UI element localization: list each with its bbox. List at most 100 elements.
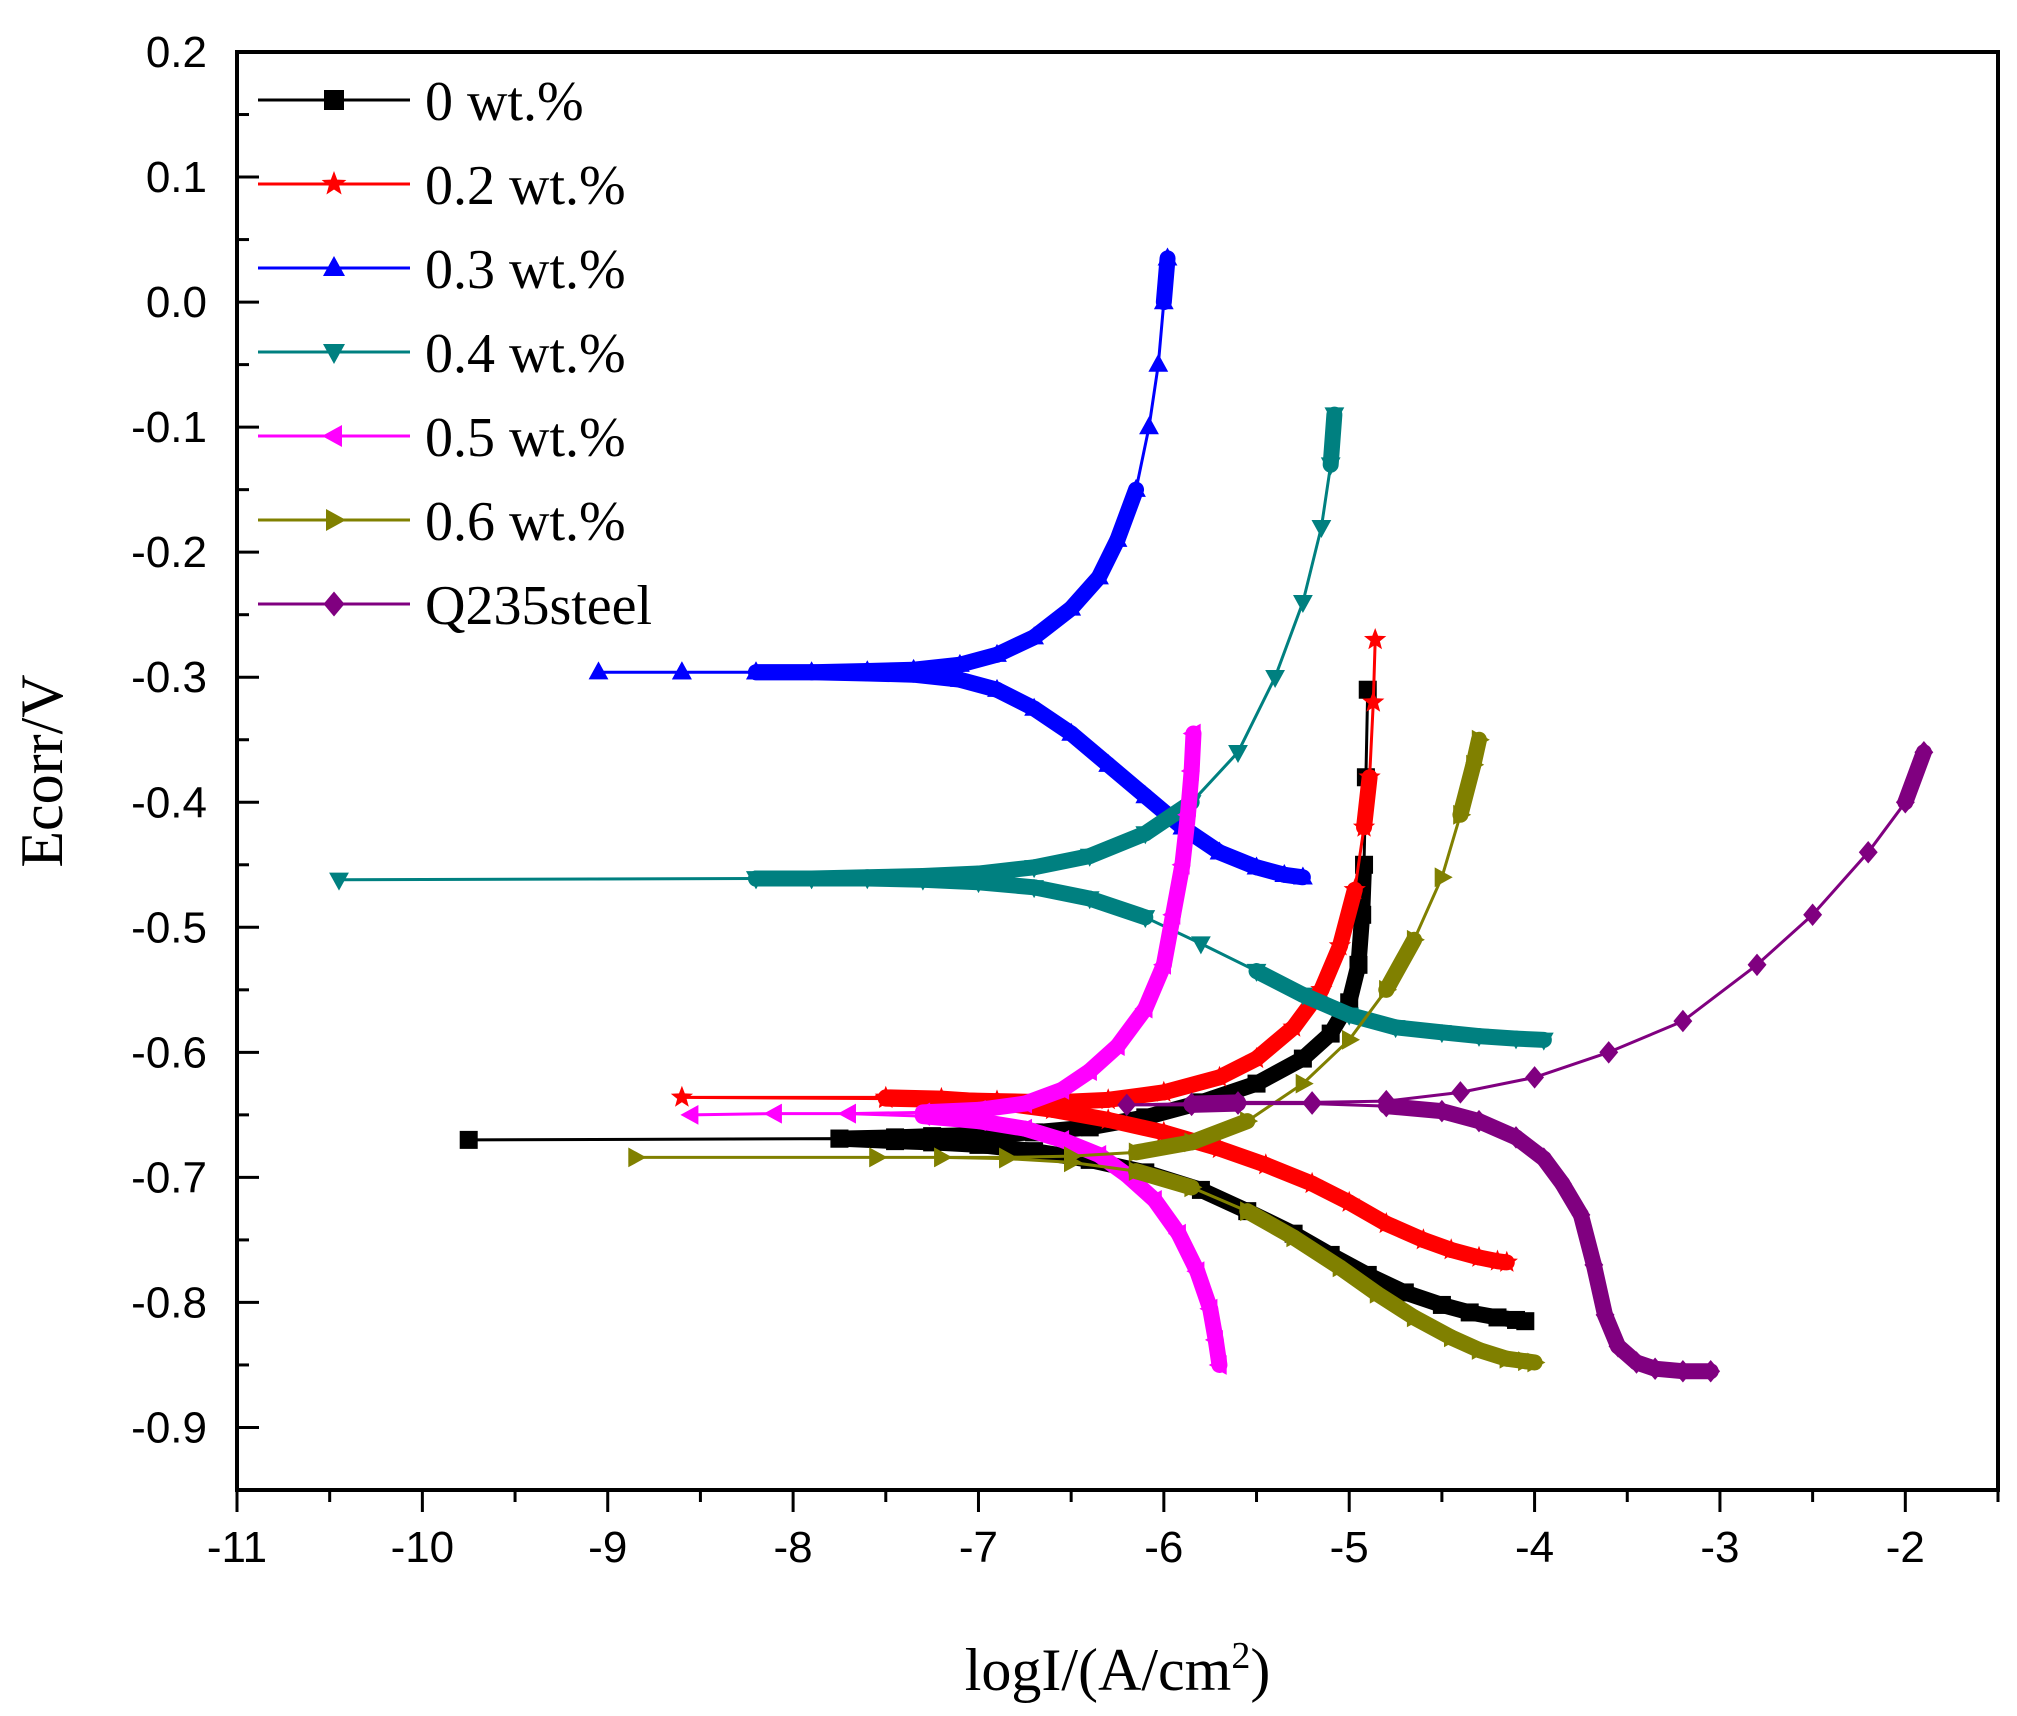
series-band-segment <box>1897 744 1932 811</box>
data-point <box>672 661 692 680</box>
legend-label: 0 wt.% <box>425 71 584 133</box>
legend-item: 0.5 wt.% <box>258 407 626 469</box>
legend-label: 0.3 wt.% <box>425 239 626 301</box>
series-band-segment <box>1248 1050 1311 1092</box>
y-tick-label: -0.7 <box>131 1153 207 1202</box>
series-band-segment <box>914 865 987 885</box>
data-point <box>1148 353 1169 372</box>
series-band-segment <box>1378 931 1423 998</box>
series-band-segment <box>1183 725 1202 779</box>
series-band-segment <box>1128 1134 1200 1161</box>
data-point <box>459 1130 478 1149</box>
data-point <box>1364 628 1387 650</box>
series-band-segment <box>1109 481 1145 548</box>
legend-item: 0 wt.% <box>258 71 584 133</box>
series-band-segment <box>831 1129 904 1147</box>
data-point <box>680 1105 699 1125</box>
data-point <box>1747 953 1767 977</box>
series-band-segment <box>1294 986 1358 1023</box>
series-band-segment <box>1063 725 1117 773</box>
axes-group: -11 -10 -9 -8 -7 -6 -5 -4 -3 -2 0.2 0.1 0.0 -0.1 -0.2 -… <box>131 28 2000 1572</box>
plot-frame <box>235 50 2000 1492</box>
y-tick-label: -0.6 <box>131 1028 207 1077</box>
series-band-segment <box>1155 250 1176 311</box>
data-point <box>1434 867 1453 888</box>
series-band-segment <box>1026 879 1098 907</box>
x-tick-label: -2 <box>1886 1523 1925 1572</box>
series-band-segment <box>803 869 876 887</box>
legend: 0 wt.% 0.2 wt.% 0.3 wt.% 0.4 wt.% 0.5 wt.% 0.… <box>258 71 652 637</box>
series-band-segment <box>1211 1140 1274 1173</box>
data-point <box>1295 1073 1314 1094</box>
series-band-segment <box>1322 406 1343 473</box>
data-point <box>1858 841 1878 864</box>
series-band-segment <box>1248 963 1311 1003</box>
x-tick-label: -8 <box>774 1523 813 1572</box>
x-tick-label: -9 <box>588 1523 627 1572</box>
series-band-segment <box>1100 756 1154 805</box>
series-band-segment <box>1026 848 1098 876</box>
legend-item: 0.4 wt.% <box>258 323 626 385</box>
series-band-segment <box>1155 906 1182 973</box>
legend-label: Q235steel <box>425 575 652 637</box>
x-tick-label: -10 <box>391 1523 455 1572</box>
series-band-segment <box>1248 1019 1302 1067</box>
legend-marker <box>326 509 346 531</box>
series-band-segment <box>1354 856 1373 923</box>
series-band-segment <box>970 874 1043 896</box>
legend-label: 0.6 wt.% <box>425 491 626 553</box>
data-point <box>1525 1066 1544 1089</box>
data-point <box>1293 595 1313 613</box>
series-band-segment <box>1100 1111 1172 1141</box>
data-point <box>1191 936 1211 955</box>
legend-item: 0.2 wt.% <box>258 155 626 217</box>
data-point <box>1139 416 1159 435</box>
series-band-segment <box>1572 1206 1602 1273</box>
legend-marker <box>323 591 345 617</box>
data-point <box>1064 1146 1082 1166</box>
series-band-segment <box>1081 825 1154 865</box>
y-tick-label: -0.9 <box>131 1403 207 1452</box>
legend-item: 0.3 wt.% <box>258 239 626 301</box>
data-point <box>837 1103 856 1124</box>
series-band-segment <box>970 1136 1043 1160</box>
data-point <box>1265 670 1285 688</box>
data-point <box>1311 520 1332 538</box>
series-band-segment <box>1285 1229 1348 1276</box>
series-band-segment <box>1331 881 1363 955</box>
data-point <box>329 872 349 891</box>
series-band-segment <box>1044 1101 1117 1128</box>
legend-item: Q235steel <box>258 575 652 637</box>
y-tick-label: -0.5 <box>131 903 207 952</box>
x-tick-label: -6 <box>1144 1523 1183 1572</box>
data-point <box>1673 1009 1693 1033</box>
y-tick-label: 0.1 <box>146 153 207 202</box>
data-point <box>1228 745 1248 763</box>
data-point <box>999 1147 1018 1168</box>
data-point <box>934 1147 953 1168</box>
legend-marker <box>324 90 344 110</box>
y-tick-label: -0.3 <box>131 653 207 702</box>
data-point <box>1599 1041 1619 1064</box>
series-band-segment <box>1465 731 1487 773</box>
series-band-segment <box>877 1090 950 1108</box>
series-band-segment <box>1081 890 1154 926</box>
y-axis-title: Ecorr/V <box>9 674 75 867</box>
x-tick-label: -3 <box>1700 1523 1739 1572</box>
series-5 <box>628 729 1546 1373</box>
x-tick-label: -11 <box>207 1523 267 1572</box>
y-tick-label: 0.2 <box>146 28 207 77</box>
series-band-segment <box>1128 1163 1200 1196</box>
legend-label: 0.4 wt.% <box>425 323 626 385</box>
series-band-segment <box>1356 769 1378 836</box>
x-tick-label: -5 <box>1330 1523 1369 1572</box>
y-tick-label: -0.2 <box>131 528 207 577</box>
series-band-segment <box>1452 756 1482 823</box>
series-band-segment <box>1239 1203 1302 1246</box>
x-axis-title: logI/(A/cm2) <box>965 1635 1271 1703</box>
series-band-segment <box>1044 1091 1117 1111</box>
series-band-segment <box>1174 806 1196 873</box>
legend-marker <box>323 256 345 276</box>
